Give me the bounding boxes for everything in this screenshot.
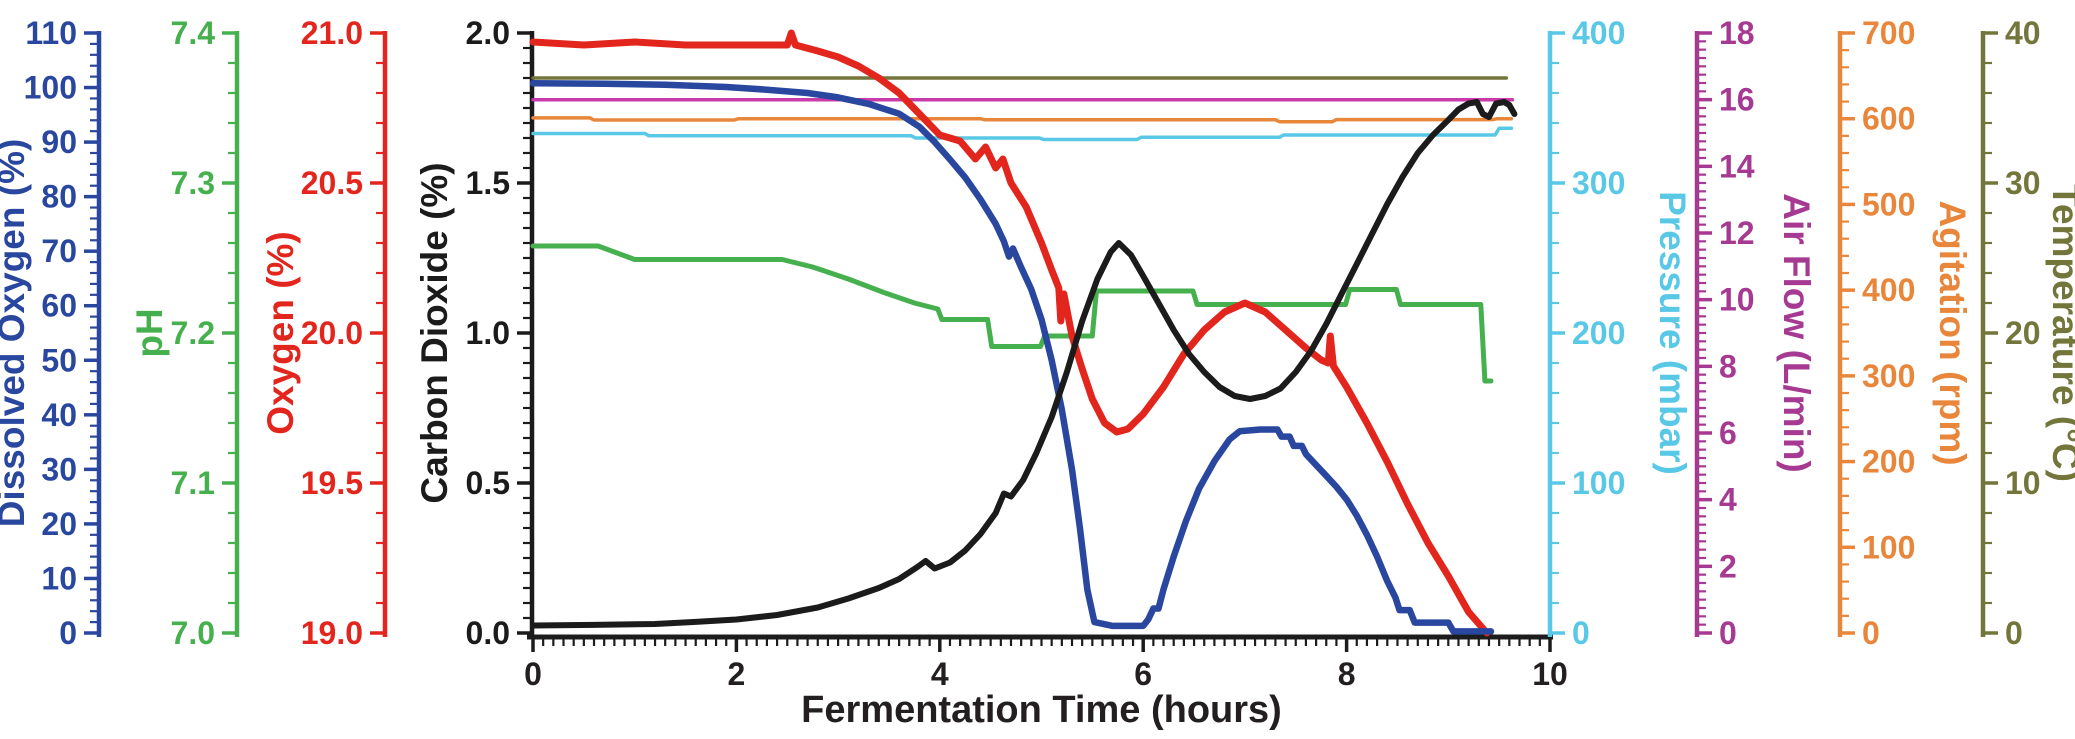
series-dissolved-oxygen [529, 79, 1495, 635]
y-tick-label-dissolved-oxygen: 40 [41, 397, 77, 433]
y-axis-title-ph: pH [129, 308, 170, 357]
y-tick-label-dissolved-oxygen: 80 [41, 179, 77, 215]
y-tick-label-agitation: 500 [1862, 186, 1915, 222]
y-tick-label-dissolved-oxygen: 90 [41, 124, 77, 160]
y-tick-label-air-flow: 10 [1719, 282, 1755, 318]
y-tick-label-dissolved-oxygen: 50 [41, 342, 77, 378]
y-tick-label-oxygen: 21.0 [301, 15, 363, 51]
y-tick-label-pressure: 200 [1572, 315, 1625, 351]
y-tick-label-pressure: 0 [1572, 615, 1590, 651]
series-oxygen [529, 29, 1491, 637]
y-tick-label-oxygen: 19.0 [301, 615, 363, 651]
x-tick-label: 6 [1134, 656, 1152, 692]
y-tick-label-ph: 7.0 [171, 615, 215, 651]
y-tick-label-oxygen: 20.5 [301, 165, 363, 201]
y-tick-label-pressure: 300 [1572, 165, 1625, 201]
y-tick-label-dissolved-oxygen: 110 [25, 15, 77, 51]
y-tick-label-agitation: 300 [1862, 358, 1915, 394]
y-axis-dissolved-oxygen: 0 10 20 30 40 50 60 70 80 90 100 110 Dissolved Oxyge… [0, 15, 102, 651]
y-tick-label-air-flow: 0 [1719, 615, 1737, 651]
y-axis-temperature: 0 10 20 30 40 Temperature (°C) [1980, 15, 2075, 651]
y-tick-label-air-flow: 4 [1719, 482, 1737, 518]
x-axis-title: Fermentation Time (hours) [801, 689, 1282, 731]
y-axis-ph: 7.0 7.1 7.2 7.3 7.4 pH [129, 15, 240, 651]
y-tick-label-dissolved-oxygen: 30 [41, 451, 77, 487]
y-tick-label-dissolved-oxygen: 20 [41, 506, 77, 542]
y-tick-label-co2: 1.5 [466, 165, 510, 201]
y-tick-label-co2: 2.0 [466, 15, 510, 51]
y-tick-label-air-flow: 2 [1719, 548, 1737, 584]
y-tick-label-ph: 7.4 [171, 15, 216, 51]
y-tick-label-air-flow: 18 [1719, 15, 1755, 51]
y-tick-label-temperature: 10 [2005, 465, 2041, 501]
y-tick-label-oxygen: 19.5 [301, 465, 363, 501]
y-tick-label-temperature: 30 [2005, 165, 2041, 201]
y-tick-label-co2: 0.0 [466, 615, 510, 651]
x-tick-label: 2 [728, 656, 746, 692]
y-axis-title-oxygen: Oxygen (%) [260, 231, 301, 435]
y-tick-label-air-flow: 12 [1719, 215, 1755, 251]
y-tick-label-air-flow: 14 [1719, 148, 1755, 184]
series-ph [530, 243, 1494, 384]
y-tick-label-agitation: 200 [1862, 444, 1915, 480]
y-axis-title-air-flow: Air Flow (L/min) [1776, 193, 1817, 473]
y-axis-oxygen: 19.0 19.5 20.0 20.5 21.0 Oxygen (%) [260, 15, 388, 651]
y-axis-title-pressure: Pressure (mbar) [1652, 191, 1693, 475]
y-tick-label-co2: 0.5 [466, 465, 510, 501]
y-tick-label-air-flow: 8 [1719, 348, 1737, 384]
y-tick-label-dissolved-oxygen: 100 [24, 70, 77, 106]
y-axis-title-temperature: Temperature (°C) [2045, 184, 2075, 482]
x-axis-fermentation-time: 0 2 4 6 8 10 Fermentation Time (hours) [524, 634, 1568, 731]
y-tick-label-dissolved-oxygen: 10 [41, 560, 77, 596]
y-tick-label-dissolved-oxygen: 0 [59, 615, 77, 651]
series-co2 [530, 99, 1518, 629]
y-tick-label-ph: 7.1 [171, 465, 215, 501]
y-axis-agitation: 0 100 200 300 400 500 600 700 Agitation (rpm) [1837, 15, 1973, 651]
y-axis-title-dissolved-oxygen: Dissolved Oxygen (%) [0, 139, 32, 528]
y-tick-label-agitation: 100 [1862, 529, 1915, 565]
y-tick-label-dissolved-oxygen: 70 [41, 233, 77, 269]
y-tick-label-ph: 7.3 [171, 165, 215, 201]
y-tick-label-pressure: 100 [1572, 465, 1625, 501]
y-tick-label-oxygen: 20.0 [301, 315, 363, 351]
y-axis-title-agitation: Agitation (rpm) [1932, 200, 1973, 465]
y-tick-label-air-flow: 16 [1719, 82, 1755, 118]
y-tick-label-agitation: 400 [1862, 272, 1915, 308]
y-tick-label-air-flow: 6 [1719, 415, 1737, 451]
y-axis-air-flow: 0 2 4 6 8 10 12 14 16 18 Air Flow (L/min) [1694, 15, 1817, 651]
y-tick-label-agitation: 0 [1862, 615, 1880, 651]
y-tick-label-temperature: 20 [2005, 315, 2041, 351]
y-tick-label-temperature: 0 [2005, 615, 2023, 651]
x-tick-label: 10 [1532, 656, 1568, 692]
y-axis-co2: 0.0 0.5 1.0 1.5 2.0 Carbon Dioxide (%) [414, 15, 535, 651]
series-pressure [531, 126, 1514, 142]
x-tick-label: 0 [524, 656, 542, 692]
y-tick-label-co2: 1.0 [466, 315, 510, 351]
y-tick-label-dissolved-oxygen: 60 [41, 288, 77, 324]
series-agitation [531, 116, 1514, 124]
y-tick-label-agitation: 700 [1862, 15, 1915, 51]
y-tick-label-pressure: 400 [1572, 15, 1625, 51]
y-axis-title-co2: Carbon Dioxide (%) [414, 162, 455, 503]
x-tick-label: 8 [1338, 656, 1356, 692]
x-tick-label: 4 [931, 656, 949, 692]
y-tick-label-ph: 7.2 [171, 315, 215, 351]
y-axis-pressure: 0 100 200 300 400 Pressure (mbar) [1547, 15, 1693, 651]
y-tick-label-temperature: 40 [2005, 15, 2041, 51]
y-tick-label-agitation: 600 [1862, 101, 1915, 137]
